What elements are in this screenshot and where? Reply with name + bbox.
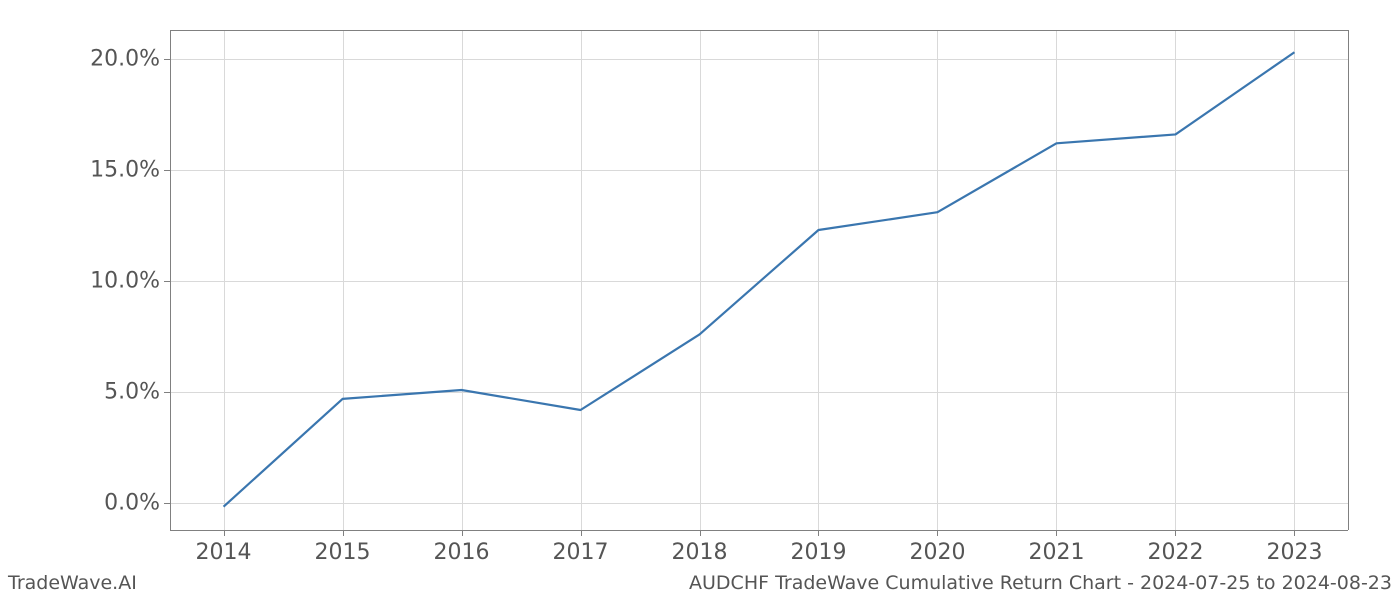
x-tick-label: 2019 <box>790 540 846 565</box>
right-spine <box>1348 30 1349 530</box>
x-tick-label: 2022 <box>1147 540 1203 565</box>
x-tick-label: 2016 <box>434 540 490 565</box>
y-tick-label: 5.0% <box>90 380 160 405</box>
y-tick-label: 10.0% <box>90 269 160 294</box>
cumulative-return-line <box>224 52 1295 506</box>
bottom-spine <box>170 530 1348 531</box>
x-tick-label: 2021 <box>1028 540 1084 565</box>
x-tick-label: 2017 <box>553 540 609 565</box>
y-tick-label: 15.0% <box>90 158 160 183</box>
y-tick-label: 20.0% <box>90 46 160 71</box>
footer-right-caption: AUDCHF TradeWave Cumulative Return Chart… <box>689 572 1392 594</box>
chart-container: { "chart": { "type": "line", "width_px":… <box>0 0 1400 600</box>
x-tick-label: 2023 <box>1266 540 1322 565</box>
line-series-svg <box>170 30 1348 530</box>
y-tick-label: 0.0% <box>90 491 160 516</box>
x-tick-label: 2020 <box>909 540 965 565</box>
footer-left-caption: TradeWave.AI <box>8 572 137 594</box>
x-tick-label: 2015 <box>315 540 371 565</box>
x-tick-label: 2018 <box>672 540 728 565</box>
x-tick-label: 2014 <box>196 540 252 565</box>
